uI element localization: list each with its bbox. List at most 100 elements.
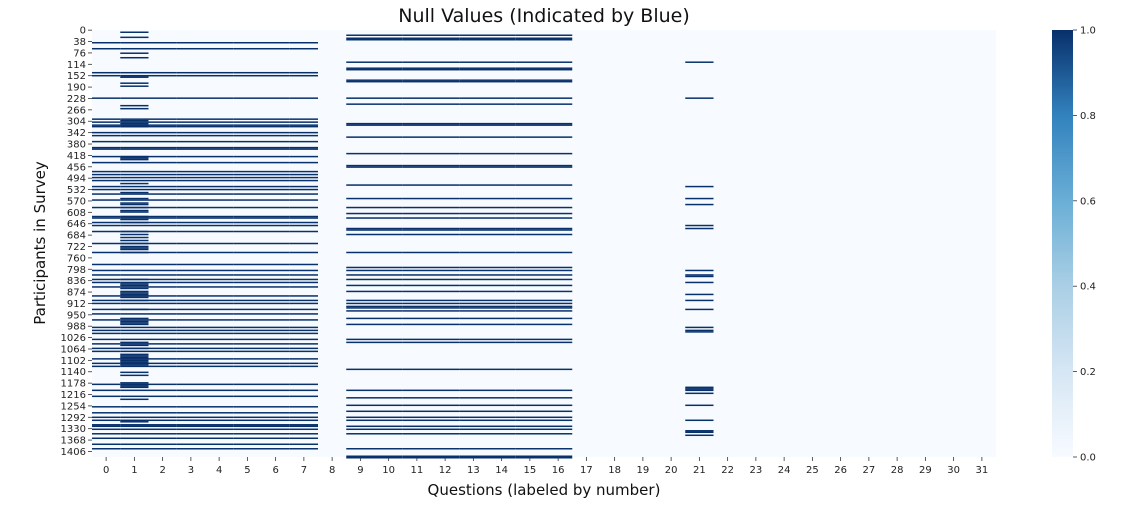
null-cell <box>176 302 205 305</box>
null-cell <box>402 274 431 276</box>
null-cell <box>515 274 544 276</box>
null-cell <box>289 176 318 179</box>
x-tick-label: 30 <box>947 465 960 476</box>
null-cell <box>459 166 488 168</box>
null-cell <box>205 125 234 128</box>
null-cell <box>431 310 460 312</box>
null-cell <box>176 383 205 386</box>
null-cell <box>233 251 262 254</box>
null-cell <box>261 350 290 353</box>
null-cell <box>544 206 573 209</box>
null-cell <box>176 74 205 77</box>
null-cell <box>92 215 121 218</box>
null-cell <box>120 155 149 158</box>
null-cell <box>685 97 714 99</box>
null-cell <box>120 278 149 281</box>
null-cell <box>515 290 544 293</box>
null-cell <box>176 47 205 50</box>
y-tick-label: 494 <box>67 174 86 185</box>
null-cell <box>402 419 431 422</box>
y-tick-label: 1406 <box>61 447 86 458</box>
null-cell <box>431 341 460 344</box>
null-cell <box>515 166 544 168</box>
null-cell <box>92 140 121 143</box>
null-cell <box>120 197 149 200</box>
null-cell <box>92 419 121 422</box>
null-cell <box>346 404 375 407</box>
null-cell <box>92 443 121 446</box>
null-cell <box>261 155 290 158</box>
null-cell <box>487 433 516 435</box>
x-axis-ticks: 0 1 2 3 4 5 6 7 8 9 10 11 12 13 14 15 16 17 18 19 20 21 22 23 24… <box>103 457 988 476</box>
null-cell <box>515 34 544 36</box>
null-cell <box>205 347 234 350</box>
null-cell <box>544 266 573 269</box>
null-cell <box>459 233 488 236</box>
null-cell <box>346 67 375 69</box>
null-cell <box>120 209 149 212</box>
null-cell <box>148 416 177 419</box>
null-cell <box>459 305 488 308</box>
null-cell <box>402 34 431 36</box>
null-cell <box>205 155 234 158</box>
null-cell <box>176 437 205 440</box>
null-cell <box>487 122 516 125</box>
null-cell <box>487 229 516 231</box>
null-cell <box>402 448 431 450</box>
null-cell <box>92 365 121 368</box>
null-cell <box>120 218 149 221</box>
null-cell <box>148 347 177 350</box>
null-cell <box>515 410 544 413</box>
null-cell <box>92 193 121 195</box>
y-tick-label: 304 <box>67 117 86 128</box>
null-cell <box>233 278 262 281</box>
null-cell <box>459 227 488 230</box>
null-cell <box>148 74 177 77</box>
null-cell <box>459 410 488 413</box>
null-cell <box>148 121 177 123</box>
null-cell <box>120 36 149 39</box>
null-cell <box>148 161 177 164</box>
null-cell <box>205 263 234 266</box>
null-cell <box>374 433 403 435</box>
x-tick-label: 2 <box>159 465 165 476</box>
null-cell <box>120 157 149 159</box>
null-cell <box>431 305 460 308</box>
null-cell <box>120 31 149 33</box>
y-tick-label: 38 <box>73 37 86 48</box>
null-cell <box>289 443 318 446</box>
null-cell <box>92 448 121 450</box>
null-cell <box>92 251 121 254</box>
null-cell <box>289 185 318 188</box>
null-cell <box>148 224 177 227</box>
null-cell <box>120 386 149 389</box>
null-cell <box>205 286 234 288</box>
null-cell <box>261 419 290 422</box>
null-cell <box>515 61 544 63</box>
null-cell <box>120 215 149 218</box>
null-cell <box>120 347 149 350</box>
null-cell <box>176 148 205 150</box>
null-cell <box>289 437 318 440</box>
null-cell <box>176 41 205 44</box>
null-cell <box>233 131 262 134</box>
null-cell <box>261 199 290 201</box>
null-cell <box>289 329 318 332</box>
null-cell <box>402 368 431 371</box>
null-cell <box>374 38 403 41</box>
null-cell <box>515 317 544 320</box>
null-cell <box>515 97 544 99</box>
null-cell <box>487 233 516 236</box>
null-cell <box>487 410 516 413</box>
null-cell <box>261 416 290 419</box>
null-cell <box>515 164 544 167</box>
null-cell <box>205 193 234 195</box>
null-cell <box>120 322 149 324</box>
x-tick-label: 6 <box>272 465 278 476</box>
null-cell <box>148 424 177 426</box>
null-cell <box>233 269 262 272</box>
null-cell <box>544 227 573 230</box>
null-cell <box>261 395 290 398</box>
null-cell <box>233 97 262 99</box>
null-cell <box>374 97 403 99</box>
